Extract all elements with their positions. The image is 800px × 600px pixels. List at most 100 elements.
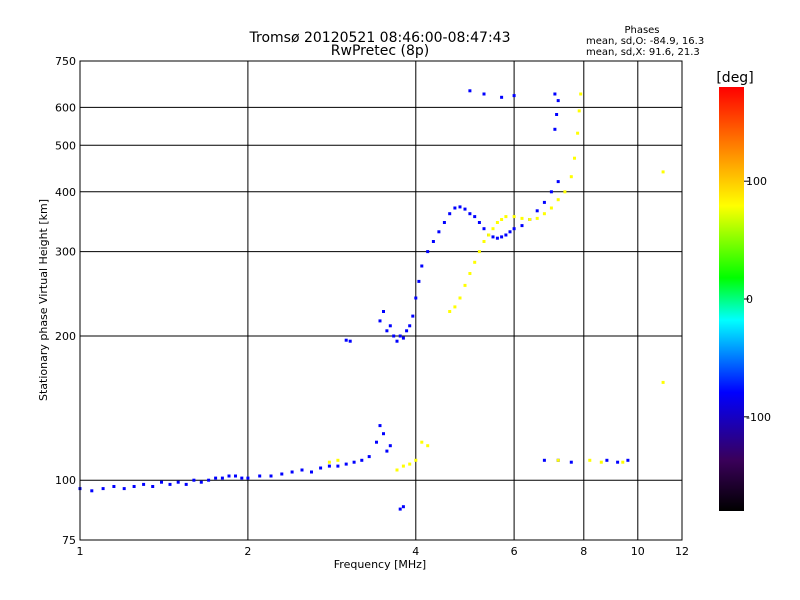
data-point-x [579, 92, 583, 96]
data-point-o [378, 319, 382, 323]
data-point-o [426, 250, 430, 254]
data-point-o [437, 230, 441, 234]
grid [79, 60, 683, 541]
data-point-x [420, 440, 424, 444]
x-tick-label: 12 [675, 545, 689, 558]
data-point-o [556, 99, 560, 103]
data-point-o [401, 336, 405, 340]
data-point-o [220, 476, 224, 480]
data-point-o [504, 233, 508, 237]
data-point-x [327, 460, 331, 464]
y-tick-label: 400 [55, 186, 76, 199]
data-point-o [234, 474, 237, 478]
data-point-x [500, 218, 504, 221]
data-point-x [563, 190, 567, 194]
data-point-o [112, 485, 116, 488]
data-point-o [151, 485, 155, 488]
data-point-o [626, 458, 630, 462]
y-tick-label: 500 [55, 139, 76, 152]
colorbar-tick-label: 100 [746, 175, 767, 188]
data-point-o [605, 458, 609, 462]
data-point-o [398, 334, 402, 338]
data-point-o [408, 324, 412, 328]
data-point-x [408, 462, 412, 466]
data-point-x [448, 310, 452, 313]
data-point-x [458, 296, 462, 300]
data-point-o [367, 455, 371, 459]
data-point-x [491, 227, 495, 231]
phases-x-line: mean, sd,X: 91.6, 21.3 [586, 47, 700, 58]
y-tick-label: 100 [55, 474, 76, 487]
data-point-o [549, 190, 553, 194]
data-point-o [569, 460, 573, 464]
x-axis-label: Frequency [MHz] [334, 558, 426, 571]
data-point-o [327, 464, 331, 468]
data-point-o [468, 212, 472, 216]
data-point-x [599, 460, 603, 464]
data-points [78, 89, 665, 511]
data-point-x [542, 212, 546, 216]
data-point-x [336, 458, 340, 462]
data-point-o [280, 472, 284, 476]
data-point-x [487, 233, 491, 237]
data-point-o [616, 460, 620, 464]
data-point-o [508, 230, 512, 234]
data-point-o [199, 480, 203, 484]
data-point-o [336, 464, 340, 468]
data-point-o [500, 95, 504, 99]
data-point-o [553, 127, 557, 131]
data-point-o [392, 334, 396, 338]
data-point-o [420, 264, 424, 268]
phases-o-line: mean, sd,O: -84.9, 16.3 [586, 36, 704, 47]
data-point-o [227, 474, 231, 478]
data-point-o [168, 482, 172, 486]
data-point-x [588, 458, 592, 462]
y-axis-label: Stationary phase Virtual Height [km] [37, 199, 50, 401]
data-point-o [300, 468, 304, 472]
data-point-o [382, 310, 385, 313]
data-point-o [468, 89, 472, 93]
data-point-o [411, 314, 415, 318]
colorbar-label: [deg] [716, 70, 753, 86]
data-point-o [101, 487, 105, 491]
data-point-x [535, 216, 539, 220]
data-point-o [477, 221, 481, 224]
data-point-o [520, 224, 524, 228]
x-tick-label: 8 [580, 545, 587, 558]
data-point-x [556, 198, 560, 202]
data-point-o [473, 215, 477, 219]
data-point-o [553, 92, 557, 96]
data-point-o [207, 478, 211, 482]
data-point-o [382, 432, 385, 436]
data-point-x [556, 458, 560, 462]
phases-heading: Phases [624, 25, 659, 36]
data-point-x [661, 380, 665, 384]
data-point-o [360, 458, 364, 462]
data-point-x [395, 468, 399, 472]
data-point-o [240, 476, 244, 480]
data-point-o [348, 339, 352, 343]
x-tick-label: 10 [631, 545, 645, 558]
x-tick-label: 4 [412, 545, 419, 558]
data-point-x [512, 215, 516, 219]
data-point-o [258, 474, 262, 478]
data-point-o [463, 207, 467, 211]
data-point-o [246, 476, 250, 480]
data-point-o [555, 113, 559, 116]
data-point-o [176, 480, 180, 484]
data-point-o [385, 449, 389, 453]
data-point-o [401, 505, 405, 509]
data-point-o [90, 489, 94, 493]
y-tick-label: 600 [55, 101, 76, 114]
data-point-x [661, 170, 665, 174]
data-point-x [495, 221, 499, 224]
data-point-o [398, 507, 402, 511]
data-point-o [482, 92, 486, 96]
data-point-x [576, 131, 580, 135]
data-point-o [512, 227, 516, 231]
data-point-o [482, 227, 486, 231]
data-point-x [621, 460, 625, 464]
data-point-x [528, 218, 532, 221]
data-point-o [417, 279, 421, 283]
